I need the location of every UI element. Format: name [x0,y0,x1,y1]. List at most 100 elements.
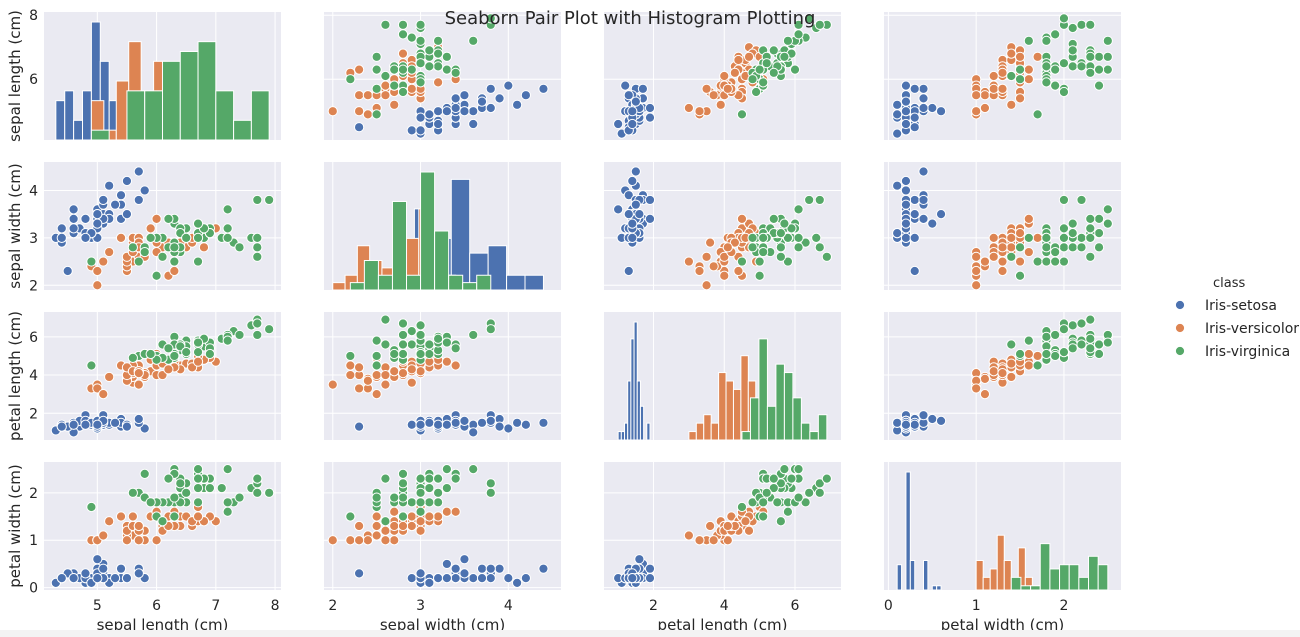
y-tick-label: 2 [29,486,38,502]
scatter-point [538,417,549,428]
scatter-point [192,497,204,508]
scatter-point [997,83,1008,94]
histogram-bar [703,414,712,441]
scatter-point [1032,109,1043,120]
scatter-point [389,80,400,91]
scatter-point [708,535,719,546]
scatter-point [900,232,912,243]
histogram-bar [506,274,526,291]
scatter-point [252,232,263,243]
scatter-point [192,356,204,367]
histogram-bar [90,129,110,141]
scatter-point [115,563,127,574]
scatter-point [222,204,233,215]
scatter-point [1067,343,1078,354]
scatter-point [86,360,97,371]
scatter-point [1050,256,1061,267]
scatter-point [450,473,461,484]
scatter-point [1067,61,1078,72]
scatter-point [997,265,1008,277]
scatter-point [909,209,920,220]
histogram-bar [896,564,903,591]
scatter-point [450,93,461,104]
scatter-point [512,577,523,588]
scatter-point [441,51,452,62]
scatter-point [145,223,156,234]
scatter-point [740,516,751,527]
scatter-point [222,223,233,234]
x-tick-label: 2 [1059,598,1068,614]
scatter-point [630,166,641,177]
scatter-point [459,554,470,565]
scatter-point [775,516,786,527]
scatter-point [468,329,479,341]
scatter-point [433,77,444,88]
histogram-bar [448,274,464,291]
scatter-point [683,102,694,114]
scatter-point [786,223,797,234]
scatter-point [56,421,67,432]
scatter-point [145,497,156,508]
scatter-point [169,256,180,267]
scatter-point [623,209,634,220]
scatter-point [630,199,641,210]
bottom-scrollbar-track [0,630,1300,637]
histogram-bar [975,560,984,591]
scatter-point [127,487,138,498]
scatter-point [1058,324,1070,335]
legend-label: Iris-versicolor [1205,321,1299,337]
x-tick-label: 5 [93,598,102,614]
scatter-point [371,492,382,503]
scatter-point [371,109,382,120]
scatter-point [768,45,779,56]
histogram-bar [406,274,422,291]
histogram-bar [741,431,751,441]
panel-pl-vs-sw [324,312,561,440]
scatter-point [814,19,825,30]
scatter-point [406,83,417,94]
scatter-point [1085,343,1096,354]
scatter-point [192,337,204,348]
panel-pw-vs-sl [44,462,281,590]
histogram-bar [332,282,346,291]
x-tick-label: 4 [720,598,729,614]
histogram-bar [749,397,760,441]
scatter-point [892,109,903,120]
scatter-point [354,64,365,75]
scatter-point [252,487,263,498]
scatter-point [900,175,912,187]
scatter-point [1050,350,1061,362]
scatter-point [441,64,452,75]
scatter-point [485,13,496,24]
scatter-point [354,383,365,394]
scatter-point [433,473,444,484]
scatter-point [789,64,801,75]
scatter-point [441,558,452,570]
scatter-point [1014,51,1026,62]
scatter-point [139,246,150,258]
scatter-point [441,356,452,367]
scatter-point [503,573,514,584]
scatter-point [133,379,144,390]
histogram-bar [434,230,450,291]
y-tick-label: 0 [29,581,38,597]
scatter-point [415,112,426,123]
scatter-point [627,118,638,130]
scatter-point [98,563,109,574]
scatter-point [722,520,733,532]
scatter-point [389,520,400,532]
scatter-point [1006,48,1017,59]
scatter-point [1076,318,1087,329]
scatter-point [406,326,417,337]
scatter-point [389,535,400,546]
histogram-bar [740,355,749,441]
scatter-point [397,511,409,522]
scatter-point [354,568,365,579]
scatter-point [988,232,999,243]
scatter-point [768,67,779,78]
scatter-point [538,563,549,574]
panel-sw-vs-sl [44,162,281,291]
scatter-point [371,83,382,94]
scatter-point [768,473,779,484]
